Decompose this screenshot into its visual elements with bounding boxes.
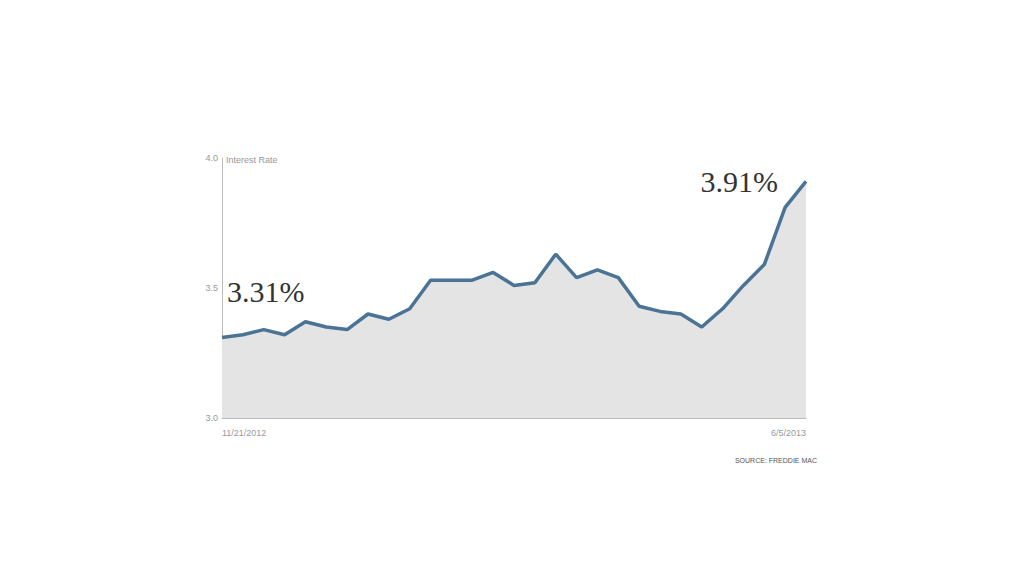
svg-text:4.0: 4.0 [205, 153, 218, 163]
svg-text:Interest Rate: Interest Rate [226, 155, 278, 165]
svg-text:11/21/2012: 11/21/2012 [222, 428, 266, 438]
svg-text:3.5: 3.5 [205, 283, 218, 293]
svg-text:SOURCE: FREDDIE MAC: SOURCE: FREDDIE MAC [735, 457, 817, 464]
svg-text:6/5/2013: 6/5/2013 [771, 428, 806, 438]
svg-text:3.0: 3.0 [205, 413, 218, 423]
svg-text:3.91%: 3.91% [701, 165, 779, 198]
svg-text:3.31%: 3.31% [227, 275, 305, 308]
